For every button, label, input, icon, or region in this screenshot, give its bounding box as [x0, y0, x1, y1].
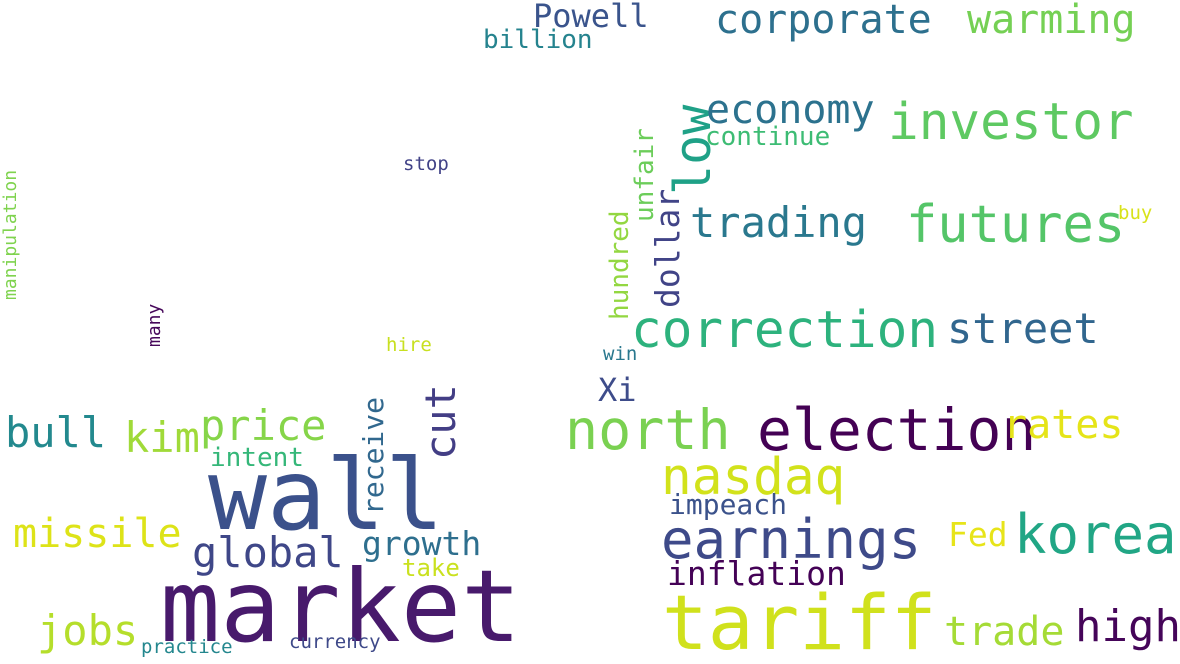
word-wall: wall	[208, 439, 445, 553]
word-currency: currency	[289, 631, 381, 653]
word-rates: rates	[1003, 402, 1124, 448]
word-take: take	[402, 554, 460, 582]
word-manipulation: manipulation	[0, 169, 21, 300]
word-korea: korea	[1014, 503, 1177, 566]
word-inflation: inflation	[667, 554, 846, 593]
word-growth: growth	[362, 524, 482, 563]
word-north: north	[565, 398, 731, 462]
word-street: street	[947, 304, 1099, 353]
word-election: election	[757, 396, 1037, 464]
word-high: high	[1075, 601, 1180, 652]
word-cut: cut	[416, 384, 465, 460]
word-powell: Powell	[533, 0, 649, 35]
word-receive: receive	[357, 396, 390, 515]
word-trade: trade	[944, 609, 1065, 655]
word-billion: billion	[483, 25, 593, 55]
word-warming: warming	[967, 0, 1136, 43]
word-missile: missile	[13, 511, 182, 557]
word-investor: investor	[888, 93, 1134, 152]
word-global: global	[192, 528, 344, 577]
word-unfair: unfair	[630, 128, 660, 222]
word-intent: intent	[210, 443, 304, 473]
word-jobs: jobs	[37, 606, 139, 655]
word-stop: stop	[403, 153, 449, 175]
word-correction: correction	[631, 301, 939, 360]
word-win: win	[603, 343, 638, 365]
word-fed: Fed	[948, 515, 1008, 554]
word-practice: practice	[141, 636, 233, 658]
word-continue: continue	[705, 122, 831, 152]
word-market: market	[160, 548, 522, 664]
word-futures: futures	[906, 195, 1126, 255]
word-trading: trading	[690, 198, 868, 247]
word-hire: hire	[386, 334, 432, 356]
word-buy: buy	[1118, 202, 1153, 224]
word-nasdaq: nasdaq	[661, 448, 846, 507]
word-xi: Xi	[598, 371, 637, 409]
word-earnings: earnings	[661, 508, 922, 571]
word-hundred: hundred	[605, 210, 635, 320]
word-many: many	[144, 303, 165, 347]
word-economy: economy	[706, 87, 875, 133]
word-impeach: impeach	[669, 488, 788, 521]
word-corporate: corporate	[715, 0, 932, 43]
word-price: price	[200, 401, 327, 450]
word-kim: kim	[124, 413, 200, 462]
word-tariff: tariff	[662, 578, 937, 664]
word-bull: bull	[5, 408, 107, 457]
